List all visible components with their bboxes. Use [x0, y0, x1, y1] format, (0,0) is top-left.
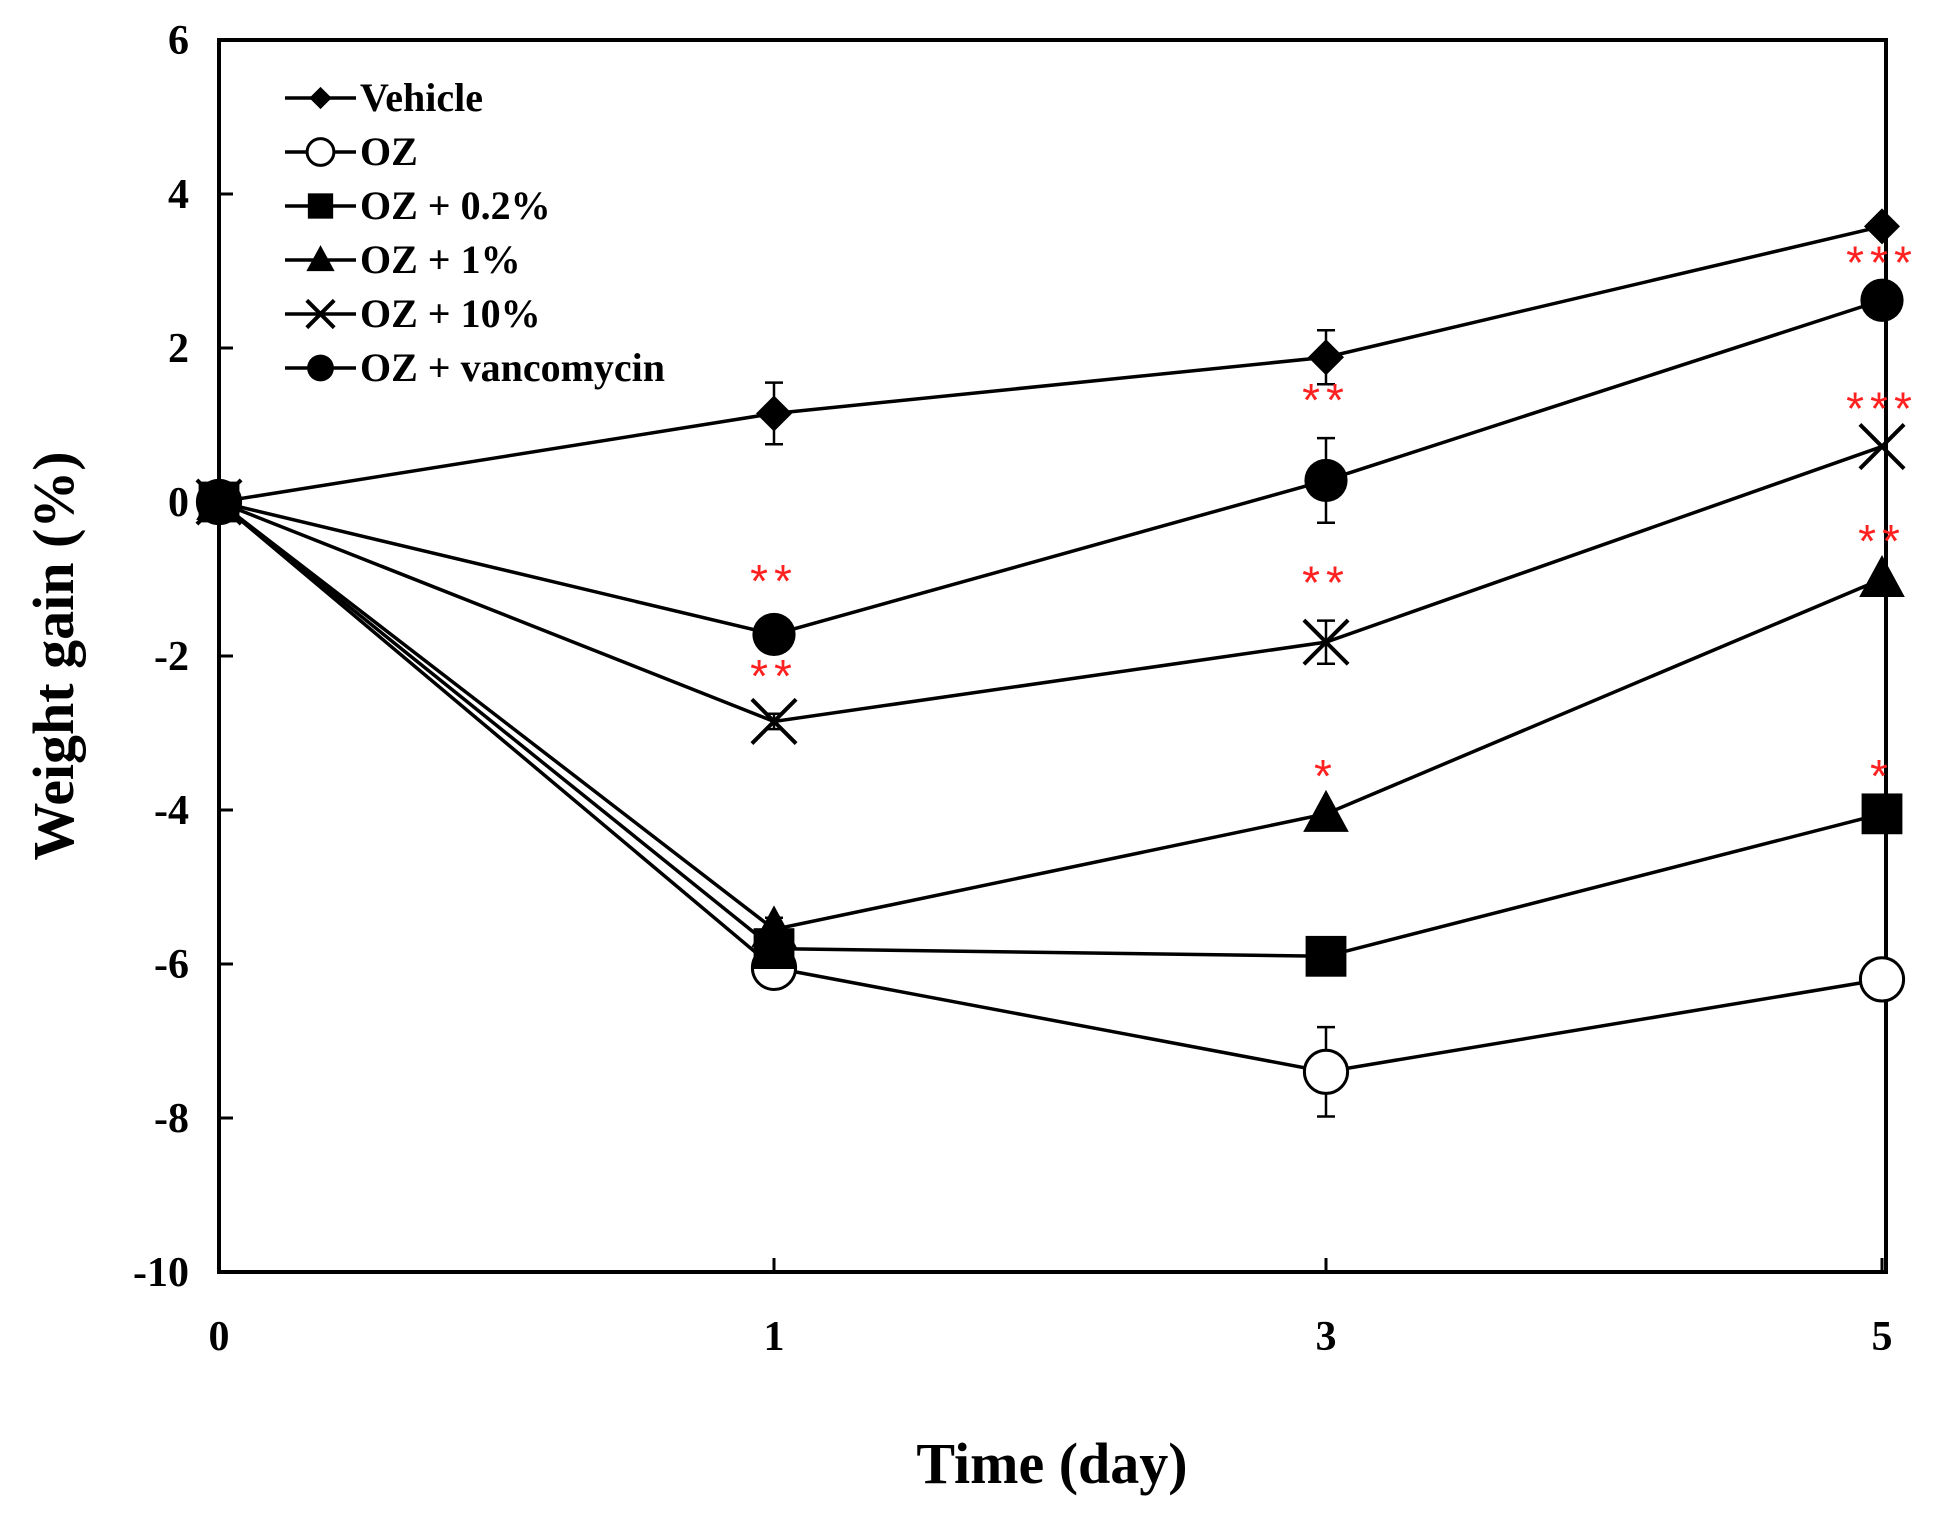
legend-item: OZ: [285, 129, 418, 174]
y-tick-label: -8: [154, 1096, 189, 1142]
legend-marker: [305, 137, 336, 167]
x-tick-label: 0: [209, 1314, 230, 1360]
series-5: *******: [197, 236, 1918, 657]
legend-item: OZ + 0.2%: [285, 183, 551, 228]
legend-label: OZ + 1%: [360, 237, 521, 282]
series-layer: ******************: [195, 208, 1918, 1118]
series-3: ***: [196, 478, 1906, 948]
y-tick-label: 4: [168, 172, 189, 218]
series-line: [218, 298, 1883, 637]
data-point: [1305, 935, 1347, 977]
data-point: [1861, 793, 1903, 835]
legend-item: Vehicle: [285, 75, 483, 120]
y-tick-label: 6: [168, 18, 189, 64]
legend: Vehicle OZ OZ + 0.2% OZ + 1% OZ + 10% OZ + va…: [285, 75, 665, 390]
significance-label: **: [1302, 557, 1350, 609]
legend-label: OZ + 10%: [360, 291, 541, 336]
legend-item: OZ + 1%: [285, 237, 521, 282]
y-tick-label: 0: [168, 480, 189, 526]
legend-item: OZ + vancomycin: [285, 345, 665, 390]
significance-label: ***: [1846, 383, 1918, 435]
significance-label: *: [1314, 750, 1338, 802]
series-line: [218, 444, 1883, 724]
series-line: [218, 224, 1883, 504]
series-line: [217, 500, 1883, 959]
data-point: [1304, 458, 1348, 503]
series-line: [217, 500, 1883, 1074]
data-point: [1860, 278, 1904, 322]
data-point: [1859, 555, 1905, 597]
significance-label: **: [750, 650, 798, 702]
x-axis-title: Time (day): [916, 1431, 1187, 1496]
data-point: [1858, 423, 1906, 471]
data-point: [1302, 618, 1350, 666]
y-axis-title: Weight gain (%): [21, 451, 86, 860]
x-tick-label: 5: [1872, 1314, 1893, 1360]
legend-label: OZ + vancomycin: [360, 345, 665, 390]
legend-item: OZ + 10%: [285, 291, 541, 336]
x-tick-label: 3: [1316, 1314, 1337, 1360]
data-point: [756, 395, 792, 432]
legend-marker: [306, 245, 335, 272]
series-4: *******: [195, 383, 1918, 745]
data-point: [1308, 339, 1344, 376]
y-tick-label: -6: [154, 942, 189, 988]
legend-label: OZ: [360, 129, 418, 174]
data-point: [751, 905, 797, 948]
y-axis-ticks: -10 -8 -6 -4 -2 0 2 4 6: [133, 18, 233, 1296]
significance-label: **: [1858, 515, 1906, 567]
x-tick-label: 1: [764, 1314, 785, 1360]
legend-marker: [309, 86, 332, 110]
legend-label: OZ + 0.2%: [360, 183, 551, 228]
significance-label: **: [1302, 374, 1350, 426]
series-1: [195, 478, 1906, 1118]
legend-marker: [305, 298, 336, 330]
data-point: [752, 612, 796, 657]
significance-label: *: [1870, 750, 1894, 802]
data-point: [1858, 956, 1906, 1003]
y-tick-label: -10: [133, 1250, 189, 1296]
legend-marker: [307, 354, 334, 382]
data-point: [1302, 1048, 1350, 1095]
significance-label: ***: [1846, 236, 1918, 288]
y-tick-label: -4: [154, 788, 189, 834]
significance-label: **: [750, 555, 798, 607]
data-point: [1864, 208, 1900, 245]
data-point: [197, 480, 241, 524]
legend-label: Vehicle: [360, 75, 483, 120]
data-point: [750, 697, 798, 745]
series-line: [217, 500, 1883, 932]
y-tick-label: 2: [168, 326, 189, 372]
data-point: [1303, 789, 1349, 832]
y-tick-label: -2: [154, 634, 189, 680]
x-axis-ticks: 0 1 3 5: [209, 1258, 1893, 1360]
legend-marker: [307, 193, 334, 219]
